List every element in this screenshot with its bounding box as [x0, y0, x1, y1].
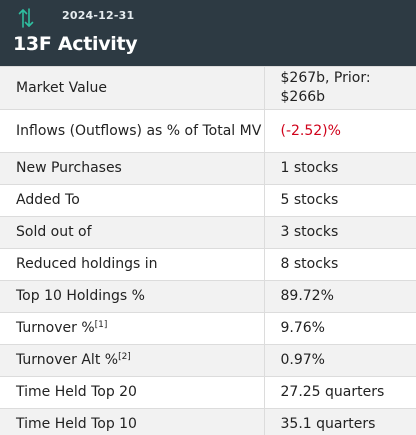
row-value: 1 stocks — [264, 152, 416, 185]
row-value: 27.25 quarters — [264, 376, 416, 409]
card-title: 13F Activity — [13, 33, 138, 55]
table-row-sold-out: Sold out of 3 stocks — [0, 216, 416, 249]
row-label: Turnover % — [16, 320, 95, 336]
swap-vertical-arrows-icon — [18, 8, 34, 28]
row-value-negative: (-2.52)% — [264, 109, 416, 153]
row-label: New Purchases — [0, 152, 265, 185]
row-label-with-footnote: Turnover Alt %[2] — [0, 344, 265, 377]
row-value: 9.76% — [264, 312, 416, 345]
row-label: Added To — [0, 184, 265, 217]
row-label: Reduced holdings in — [0, 248, 265, 281]
row-label-with-footnote: Turnover %[1] — [0, 312, 265, 345]
table-row-inflows: Inflows (Outflows) as % of Total MV (-2.… — [0, 109, 416, 153]
row-value: 3 stocks — [264, 216, 416, 249]
row-label: Top 10 Holdings % — [0, 280, 265, 313]
table-row-reduced: Reduced holdings in 8 stocks — [0, 248, 416, 281]
footnote-link-1[interactable]: [1] — [94, 320, 108, 330]
row-value: $267b, Prior: $266b — [264, 66, 416, 110]
footnote-link-2[interactable]: [2] — [118, 352, 131, 362]
row-label: Time Held Top 10 — [0, 408, 265, 435]
row-value: 89.72% — [264, 280, 416, 313]
row-label: Turnover Alt % — [16, 352, 119, 368]
row-value: 5 stocks — [264, 184, 416, 217]
table-row-added-to: Added To 5 stocks — [0, 184, 416, 217]
card-header: 2024-12-31 13F Activity — [0, 0, 416, 66]
table-row-new-purchases: New Purchases 1 stocks — [0, 152, 416, 185]
table-row-time-held-top10: Time Held Top 10 35.1 quarters — [0, 408, 416, 435]
table-row-time-held-top20: Time Held Top 20 27.25 quarters — [0, 376, 416, 409]
activity-table: Market Value $267b, Prior: $266b Inflows… — [0, 66, 416, 435]
row-value: 35.1 quarters — [264, 408, 416, 435]
report-date: 2024-12-31 — [62, 9, 135, 22]
table-row-turnover-alt: Turnover Alt %[2] 0.97% — [0, 344, 416, 377]
table-row-turnover: Turnover %[1] 9.76% — [0, 312, 416, 345]
row-value: 8 stocks — [264, 248, 416, 281]
table-row-market-value: Market Value $267b, Prior: $266b — [0, 66, 416, 110]
row-label: Time Held Top 20 — [0, 376, 265, 409]
row-label: Sold out of — [0, 216, 265, 249]
row-label: Market Value — [0, 66, 265, 110]
row-label: Inflows (Outflows) as % of Total MV — [0, 109, 265, 153]
table-row-top10-holdings: Top 10 Holdings % 89.72% — [0, 280, 416, 313]
row-value: 0.97% — [264, 344, 416, 377]
